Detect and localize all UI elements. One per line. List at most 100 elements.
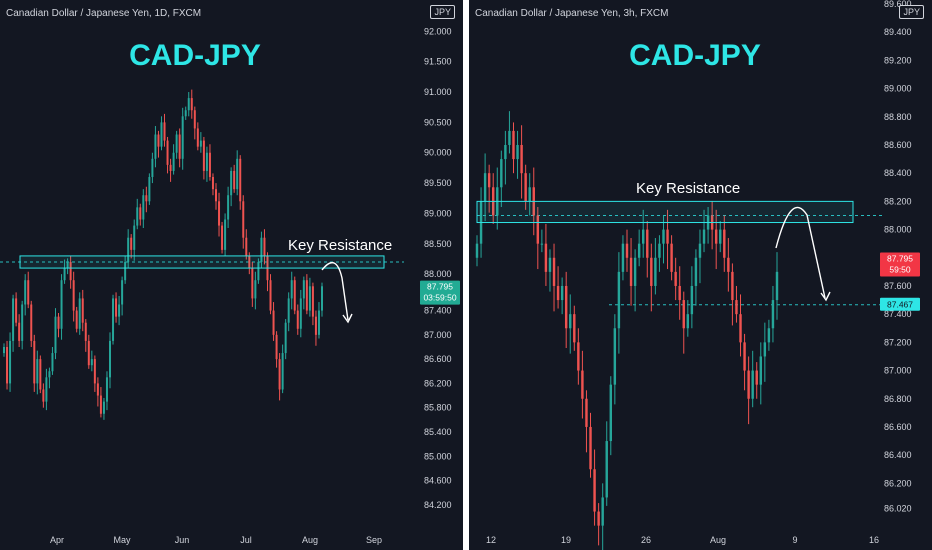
candle-body	[18, 322, 21, 341]
candle-body	[30, 304, 33, 341]
candle-body	[151, 158, 154, 178]
candle-body	[739, 314, 742, 343]
candle-body	[208, 152, 211, 178]
candle-body	[196, 128, 199, 147]
countdown-label: 03:59:50	[423, 293, 456, 303]
y-tick-label: 86.600	[884, 422, 912, 432]
y-tick-label: 90.500	[424, 117, 452, 127]
candle-body	[698, 243, 702, 258]
y-tick-label: 91.000	[424, 87, 452, 97]
forecast-arrow	[775, 206, 826, 299]
candle-body	[39, 359, 42, 390]
candle-body	[520, 144, 523, 174]
chart-panel-3h[interactable]: Canadian Dollar / Japanese Yen, 3h, FXCM…	[469, 0, 932, 550]
candle-body	[124, 262, 127, 281]
candle-body	[154, 134, 157, 159]
y-tick-label: 84.600	[424, 476, 452, 486]
candle-body	[9, 340, 12, 384]
candle-body	[735, 300, 738, 315]
y-tick-label: 87.400	[424, 306, 452, 316]
candle-body	[516, 144, 519, 160]
candle-body	[239, 158, 242, 202]
candle-body	[483, 173, 487, 202]
x-tick-label: Sep	[366, 535, 382, 545]
candle-body	[178, 134, 181, 159]
candle-body	[218, 201, 221, 226]
candle-body	[102, 401, 105, 414]
candle-body	[589, 426, 592, 470]
candle-body	[763, 342, 767, 357]
candle-body	[508, 130, 511, 145]
x-tick-label: Aug	[710, 535, 726, 545]
symbol-title: Canadian Dollar / Japanese Yen, 1D, FXCM	[6, 8, 202, 19]
candle-body	[81, 298, 84, 323]
candle-body	[72, 280, 75, 311]
x-tick-label: Apr	[50, 535, 64, 545]
candle-body	[613, 328, 617, 385]
y-tick-label: 86.800	[884, 394, 912, 404]
candle-body	[112, 298, 115, 341]
currency-badge[interactable]: JPY	[430, 5, 455, 19]
candle-body	[569, 314, 572, 329]
candle-body	[573, 314, 576, 343]
candle-body	[617, 271, 621, 329]
candle-body	[12, 298, 15, 341]
candle-body	[115, 298, 118, 317]
candle-body	[743, 342, 746, 371]
candle-body	[48, 371, 51, 378]
chart-canvas-3h[interactable]: 89.600 89.400 89.200 89.000 88.800 88.600 88.4…	[469, 0, 932, 550]
candle-body	[63, 268, 66, 281]
y-tick-label: 88.800	[884, 112, 912, 122]
x-tick-label: 12	[486, 535, 496, 545]
candle-body	[302, 280, 305, 299]
chart-title: CAD-JPY	[129, 39, 261, 72]
candle-body	[215, 189, 217, 202]
candle-body	[723, 229, 726, 258]
candle-body	[771, 300, 775, 329]
y-tick-label: 88.200	[884, 196, 912, 206]
candle-body	[242, 201, 245, 238]
candle-body	[585, 398, 588, 427]
candle-body	[759, 356, 762, 385]
candle-body	[646, 229, 649, 258]
y-tick-label: 87.200	[884, 337, 912, 347]
candle-body	[528, 187, 531, 202]
candle-body	[24, 280, 27, 305]
candle-body	[90, 359, 93, 366]
y-tick-label: 88.000	[884, 225, 912, 235]
y-tick-label: 84.200	[424, 500, 452, 510]
x-tick-label: 26	[641, 535, 651, 545]
chart-panel-daily[interactable]: Canadian Dollar / Japanese Yen, 1D, FXCM…	[0, 0, 463, 550]
candle-body	[666, 229, 669, 244]
candle-body	[54, 316, 57, 354]
candle-body	[148, 177, 151, 202]
candle-body	[601, 497, 604, 526]
candle-body	[121, 280, 124, 305]
y-tick-label: 86.200	[424, 378, 452, 388]
last-price-label: 87.795	[427, 282, 453, 292]
candle-body	[581, 370, 584, 399]
candle-body	[475, 243, 479, 258]
currency-badge[interactable]: JPY	[899, 5, 924, 19]
chart-canvas-daily[interactable]: 92.000 91.500 91.000 90.500 90.000 89.500 89.0…	[0, 0, 463, 550]
candle-body	[321, 286, 323, 311]
candle-body	[654, 257, 657, 286]
x-tick-label: Aug	[302, 535, 318, 545]
candle-body	[524, 173, 527, 202]
candle-body	[662, 229, 665, 244]
support-price-badge	[880, 297, 920, 311]
y-tick-label: 89.400	[884, 27, 912, 37]
candle-body	[184, 110, 187, 117]
candle-body	[260, 237, 263, 262]
candle-body	[281, 353, 284, 390]
candle-body	[263, 237, 266, 256]
candle-body	[690, 285, 694, 315]
y-tick-label: 89.500	[424, 178, 452, 188]
y-tick-label: 88.400	[884, 168, 912, 178]
candle-body	[230, 170, 233, 196]
candle-body	[287, 298, 290, 323]
candle-body	[670, 243, 673, 272]
candle-body	[221, 225, 224, 250]
candle-body	[93, 359, 96, 384]
candle-body	[269, 280, 272, 311]
